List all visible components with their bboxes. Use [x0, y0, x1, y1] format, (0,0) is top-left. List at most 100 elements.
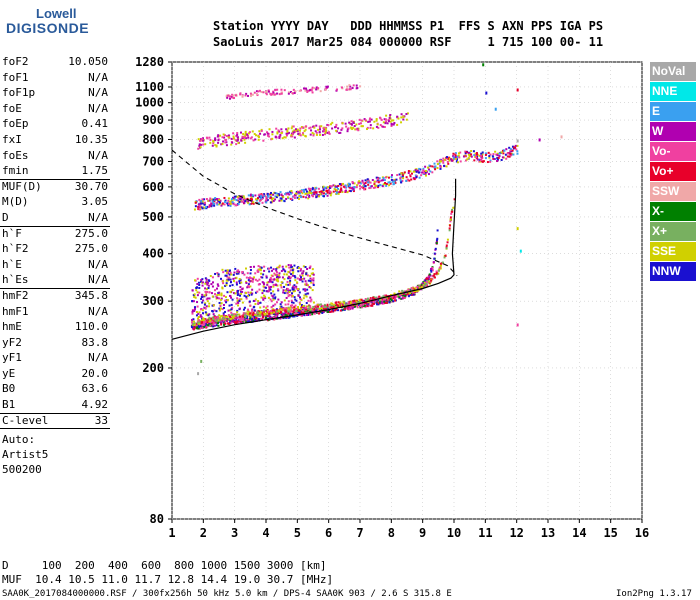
echo-point — [229, 321, 232, 324]
echo-point — [232, 132, 235, 135]
echo-point — [284, 270, 287, 273]
echo-point — [383, 118, 386, 121]
echo-point — [276, 312, 279, 315]
echo-point — [394, 299, 397, 302]
echo-point — [322, 189, 325, 192]
param-label: hmF1 — [2, 304, 29, 318]
echo-point — [295, 310, 298, 313]
echo-point — [284, 313, 287, 316]
echo-point — [361, 304, 364, 307]
echo-point — [261, 196, 264, 199]
echo-point — [312, 309, 315, 312]
echo-point — [246, 310, 249, 313]
echo-point — [280, 286, 283, 289]
echo-point — [283, 273, 286, 276]
echo-point — [236, 195, 239, 198]
echo-point — [424, 279, 427, 282]
echo-point — [352, 187, 355, 190]
echo-point — [347, 307, 350, 310]
echo-point — [216, 296, 219, 299]
echo-point — [218, 309, 221, 312]
echo-point — [300, 267, 303, 270]
echo-point — [204, 143, 207, 146]
echo-point — [355, 304, 358, 307]
echo-point — [276, 271, 279, 274]
echo-point — [204, 282, 207, 285]
echo-point — [288, 271, 291, 274]
echo-point — [221, 315, 224, 318]
echo-point — [410, 172, 413, 175]
echo-point — [324, 131, 327, 134]
echo-point — [223, 203, 226, 206]
param-label: foEp — [2, 117, 29, 131]
echo-point — [418, 287, 421, 290]
echo-point — [252, 276, 255, 279]
echo-point — [243, 306, 246, 309]
echo-point — [296, 196, 299, 199]
echo-point — [205, 278, 208, 281]
echo-point — [301, 132, 304, 135]
echo-point — [346, 307, 349, 310]
echo-point — [271, 133, 274, 136]
echo-point — [214, 321, 217, 324]
echo-point — [446, 160, 449, 163]
echo-point — [242, 315, 245, 318]
echo-point — [279, 308, 282, 311]
echo-point — [405, 292, 408, 295]
echo-point — [256, 197, 259, 200]
echo-point — [409, 289, 412, 292]
echo-point — [256, 269, 259, 272]
echo-point — [306, 274, 309, 277]
echo-point — [367, 120, 370, 123]
echo-point — [285, 193, 288, 196]
echo-point — [256, 312, 259, 315]
echo-point — [259, 132, 262, 135]
echo-point — [359, 299, 362, 302]
echo-point — [251, 280, 254, 283]
echo-point — [355, 87, 358, 90]
echo-point — [257, 90, 260, 93]
echo-point — [261, 194, 264, 197]
echo-point — [201, 281, 204, 284]
echo-point — [215, 320, 218, 323]
echo-point — [327, 306, 330, 309]
param-value: 63.6 — [81, 382, 109, 396]
param-label: hmE — [2, 320, 22, 334]
echo-point — [288, 266, 291, 269]
echo-point — [231, 93, 234, 96]
echo-point — [204, 206, 207, 209]
y-tick-label: 900 — [142, 113, 164, 127]
echo-point — [211, 200, 214, 203]
echo-point — [270, 193, 273, 196]
echo-point — [448, 229, 451, 232]
param-label: hmF2 — [2, 288, 29, 302]
echo-point — [488, 155, 491, 158]
legend-sse: SSE — [650, 242, 696, 261]
echo-point — [245, 281, 248, 284]
echo-point — [216, 272, 219, 275]
echo-point — [353, 306, 356, 309]
echo-point — [254, 316, 257, 319]
echo-point — [348, 185, 351, 188]
echo-point — [428, 276, 431, 279]
echo-point — [195, 327, 198, 330]
param-value: N/A — [88, 210, 108, 224]
echo-point — [257, 310, 260, 313]
echo-point — [225, 301, 228, 304]
echo-point — [201, 202, 204, 205]
echo-point — [308, 194, 311, 197]
echo-point — [196, 301, 199, 304]
echo-point — [428, 273, 431, 276]
echo-point — [242, 195, 245, 198]
echo-point — [254, 272, 257, 275]
echo-point — [289, 281, 292, 284]
echo-point — [293, 284, 296, 287]
echo-point — [438, 159, 441, 162]
echo-point — [385, 295, 388, 298]
echo-point — [282, 289, 285, 292]
echo-point — [315, 195, 318, 198]
echo-point — [281, 276, 284, 279]
echo-point — [237, 289, 240, 292]
echo-point — [260, 296, 263, 299]
echo-point — [254, 314, 257, 317]
